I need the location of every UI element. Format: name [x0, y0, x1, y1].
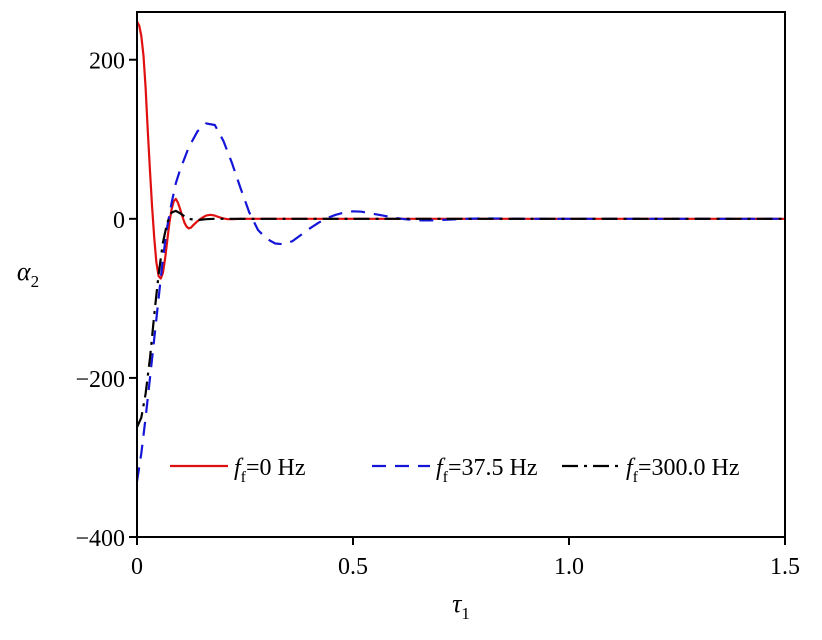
series-line-0	[137, 20, 785, 280]
y-tick-label: 200	[89, 49, 125, 75]
series-line-2	[137, 209, 785, 428]
y-tick-label: −400	[75, 526, 125, 552]
x-tick-label: 1.5	[770, 554, 800, 580]
y-tick-label: −200	[75, 367, 125, 393]
legend-label-1: ff=37.5 Hz	[436, 455, 538, 486]
x-tick-label: 1.0	[554, 554, 584, 580]
y-tick-label: 0	[113, 208, 125, 234]
series-layer	[137, 20, 785, 482]
legend-label-0: ff=0 Hz	[234, 455, 306, 486]
y-axis-label: α2	[17, 257, 39, 291]
x-tick-label: 0.5	[338, 554, 368, 580]
x-axis-label: τ1	[452, 589, 470, 623]
axis-labels: τ1 α2	[17, 257, 470, 623]
legend: ff=0 Hz ff=37.5 Hz ff=300.0 Hz	[170, 455, 740, 486]
plot-frame	[136, 11, 786, 538]
axis-ticks: 0 0.5 1.0 1.5 −400 −200 0 200	[75, 49, 800, 580]
x-tick-label: 0	[131, 554, 143, 580]
series-line-1	[137, 122, 785, 482]
legend-label-2: ff=300.0 Hz	[626, 455, 740, 486]
